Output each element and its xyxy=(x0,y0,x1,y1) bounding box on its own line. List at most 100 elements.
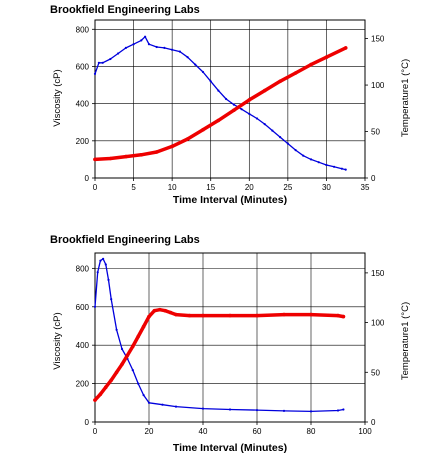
chart-1-y2tick-label: 150 xyxy=(371,35,385,44)
chart-2-xlabel: Time Interval (Minutes) xyxy=(173,442,287,454)
chart-2-viscosity-point xyxy=(282,409,286,412)
chart-2-temperature-point xyxy=(255,313,259,318)
chart-1-viscosity-point xyxy=(155,45,158,49)
chart-1-viscosity-point xyxy=(248,112,251,115)
chart-1-temperature-point xyxy=(293,71,298,75)
chart-1-xtick-label: 0 xyxy=(93,183,98,192)
chart-2-viscosity-point xyxy=(147,401,151,404)
chart-1-ytick-label: 200 xyxy=(76,137,90,146)
chart-1-viscosity-point xyxy=(309,158,313,161)
chart-2-viscosity-point xyxy=(110,298,113,301)
chart-2-viscosity-point xyxy=(228,408,232,411)
chart-2-viscosity-point xyxy=(115,328,118,331)
chart-1-y2tick-label: 50 xyxy=(371,128,380,137)
chart-1-temperature-point xyxy=(324,55,329,59)
chart-2-viscosity-point xyxy=(107,278,110,281)
chart-1-xtick-label: 15 xyxy=(206,183,215,192)
chart-1-viscosity-point xyxy=(194,63,197,66)
chart-1-viscosity-point xyxy=(217,89,220,92)
chart-2-temperature-point xyxy=(136,334,140,339)
chart-2-temperature-point xyxy=(147,314,151,319)
chart-1-ytick-label: 600 xyxy=(76,62,90,71)
chart-1-temperature-point xyxy=(216,118,221,123)
chart-2-temperature-point xyxy=(187,313,192,318)
chart-2-viscosity-point xyxy=(201,407,205,410)
chart-2-title: Brookfield Engineering Labs xyxy=(50,234,200,246)
chart-1-viscosity-point xyxy=(117,52,120,55)
chart-2-ytick-label: 800 xyxy=(76,264,90,273)
chart-1-viscosity-point xyxy=(171,48,174,51)
chart-2-temperature-point xyxy=(109,378,113,383)
chart-2-xtick-label: 60 xyxy=(253,427,262,436)
chart-1-y2tick-label: 0 xyxy=(371,174,376,183)
chart-2-xtick-label: 80 xyxy=(307,427,316,436)
chart-2-y2tick-label: 150 xyxy=(371,269,385,278)
chart-1-temperature-point xyxy=(170,144,174,149)
chart-2-xtick-label: 100 xyxy=(358,427,372,436)
chart-1-viscosity-point xyxy=(101,61,104,64)
chart-2-viscosity-point xyxy=(336,409,340,412)
chart-1-temperature-point xyxy=(262,88,267,93)
chart-2-y2tick-label: 0 xyxy=(371,418,376,427)
chart-1-viscosity-point xyxy=(240,108,243,111)
chart-2-plot-frame xyxy=(94,252,366,423)
chart-2-y2label: Temperature1 (°C) xyxy=(400,302,411,380)
chart-2-viscosity-point xyxy=(137,382,140,385)
chart-2-ytick-label: 400 xyxy=(76,341,90,350)
chart-2-temperature-point xyxy=(168,310,173,315)
chart-1-y2tick-label: 100 xyxy=(371,81,385,90)
chart-1-temperature-point xyxy=(108,156,113,161)
chart-1-temperature-point xyxy=(309,62,313,67)
chart-1-viscosity-point xyxy=(132,43,135,46)
chart-1-temperature-point xyxy=(93,157,97,162)
chart-1-viscosity-point xyxy=(178,50,181,53)
chart-2-temperature-point xyxy=(309,312,313,317)
chart-1-xlabel: Time Interval (Minutes) xyxy=(173,194,287,206)
chart-1-temperature-point xyxy=(139,153,144,157)
chart-2-xtick-label: 20 xyxy=(145,427,154,436)
chart-1-viscosity-point xyxy=(93,72,97,75)
chart-1-xtick-label: 25 xyxy=(283,183,292,192)
chart-1-xtick-label: 5 xyxy=(131,183,136,192)
chart-1-viscosity-point xyxy=(255,117,259,120)
chart-1-viscosity-point xyxy=(201,70,205,74)
chart-2-ylabel: Viscosity (cP) xyxy=(52,312,63,369)
chart-1-ytick-label: 400 xyxy=(76,100,90,109)
chart-1-viscosity-series-line xyxy=(94,36,347,171)
chart-2-temperature-point xyxy=(163,308,167,313)
chart-2-temperature-point xyxy=(341,314,346,319)
chart-1-viscosity-point xyxy=(344,168,347,171)
chart-1-viscosity-point xyxy=(124,46,127,50)
chart-1-temperature-point xyxy=(247,98,252,102)
chart-1-viscosity-point xyxy=(109,57,112,61)
chart-2-temperature-point xyxy=(174,312,178,317)
chart-2-viscosity-point xyxy=(342,408,345,411)
chart-2-temperature-point xyxy=(131,344,135,349)
chart-2-viscosity-point xyxy=(99,259,102,262)
chart-2-viscosity-point xyxy=(120,347,124,351)
chart-1-temperature-point xyxy=(278,79,282,84)
chart-2-ytick-label: 200 xyxy=(76,380,90,389)
chart-1-viscosity-point xyxy=(271,129,274,132)
chart-1-viscosity-point xyxy=(286,142,289,145)
chart-2-viscosity-point xyxy=(255,409,259,412)
chart-1-viscosity-point xyxy=(232,103,235,106)
chart-1-viscosity-point xyxy=(263,123,266,126)
chart-2-y2tick-label: 100 xyxy=(371,319,385,328)
chart-2-temperature-point xyxy=(201,313,205,318)
chart-2-ytick-label: 0 xyxy=(85,418,90,427)
chart-2-viscosity-point xyxy=(96,271,99,274)
chart-2-temperature-series-line xyxy=(93,307,346,402)
chart-2-temperature-point xyxy=(104,385,108,390)
chart-1-xtick-label: 30 xyxy=(322,183,331,192)
chart-1-viscosity-point xyxy=(140,39,143,42)
chart-1-viscosity-point xyxy=(279,136,282,139)
chart-1-ytick-label: 800 xyxy=(76,25,90,34)
chart-1-viscosity-point xyxy=(225,97,228,101)
chart-1-xtick-label: 35 xyxy=(361,183,370,192)
chart-1-temperature-point xyxy=(185,137,190,141)
chart-2-viscosity-point xyxy=(93,305,97,308)
chart-2: Brookfield Engineering Labs Viscosity (c… xyxy=(50,234,411,454)
chart-1-viscosity-point xyxy=(163,46,166,50)
